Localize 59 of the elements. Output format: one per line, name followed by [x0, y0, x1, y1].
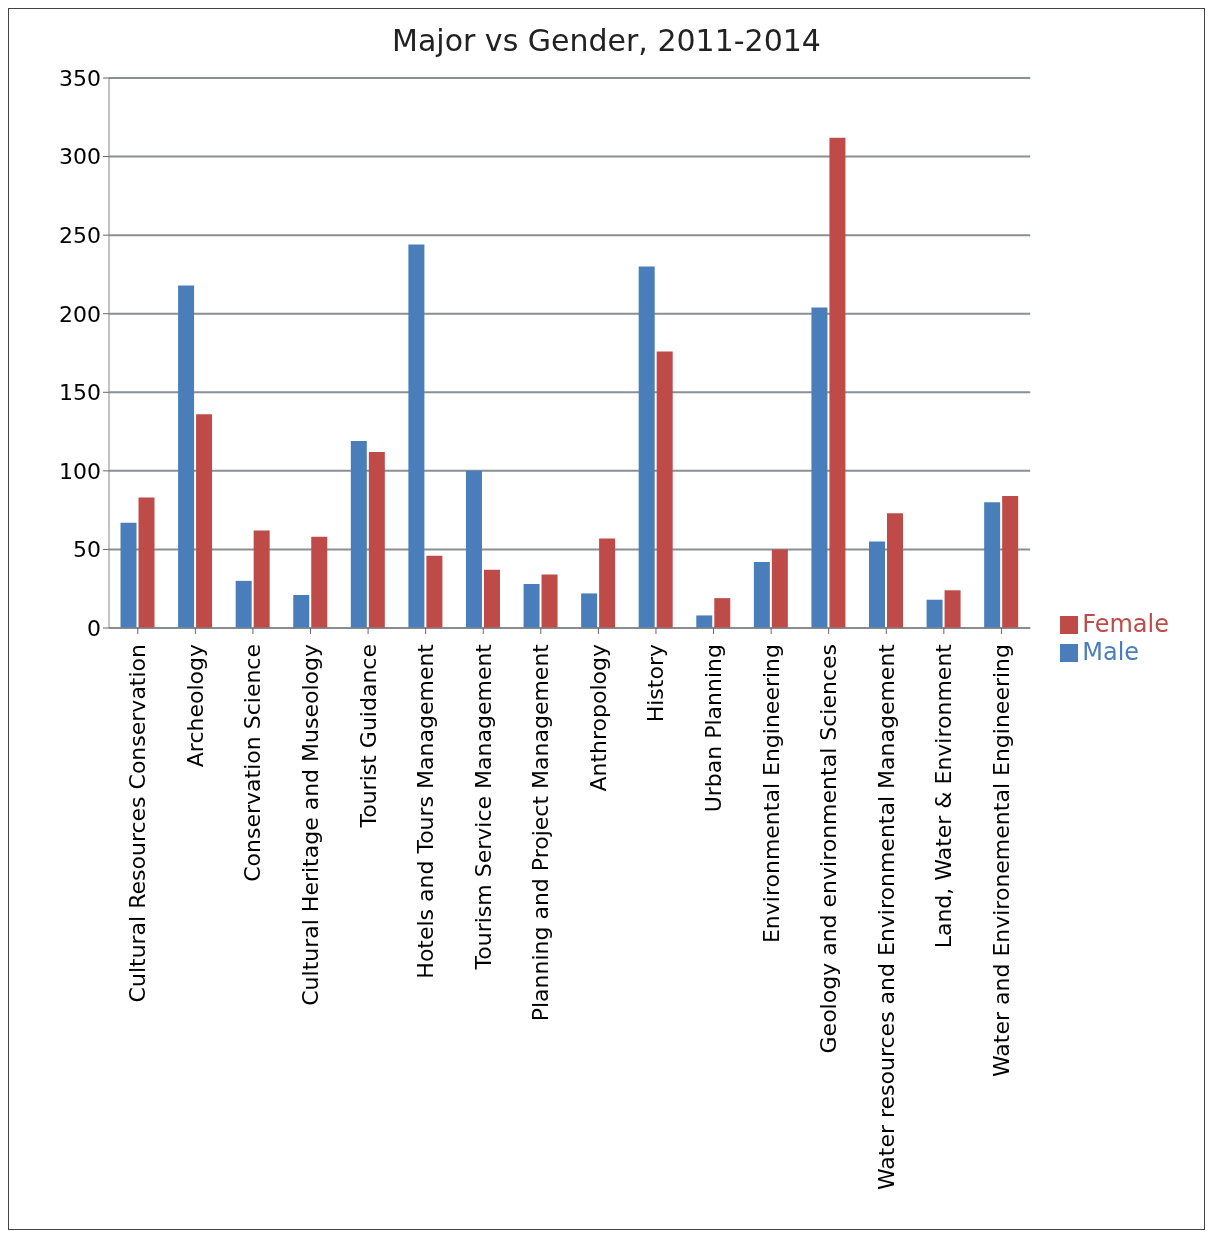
x-tick-label: Geology and environmental Sciences — [816, 644, 842, 1054]
x-tick-label: Planning and Project Management — [528, 643, 554, 1022]
chart-title: Major vs Gender, 2011-2014 — [391, 22, 822, 58]
bar — [523, 584, 540, 628]
y-tick-label: 300 — [59, 144, 101, 170]
x-tick-label: Water and Environemental Engineering — [988, 644, 1014, 1078]
bar — [811, 307, 828, 628]
bar — [311, 536, 328, 628]
bar — [869, 541, 886, 628]
y-tick-label: 100 — [59, 458, 101, 484]
legend-label: Female — [1082, 610, 1169, 638]
bar — [696, 615, 713, 628]
x-tick-label: Water resources and Environmental Management — [873, 643, 899, 1191]
bar — [541, 574, 558, 628]
bar — [771, 549, 788, 628]
x-tick-label: History — [643, 644, 669, 723]
x-tick-label: Cultural Resources Conservation — [125, 644, 151, 1003]
bar — [944, 590, 961, 628]
bar — [638, 266, 655, 628]
bar — [753, 562, 770, 628]
bar — [887, 513, 904, 628]
bar — [368, 452, 385, 628]
bar — [599, 538, 616, 628]
bar — [138, 497, 155, 628]
y-tick-label: 50 — [73, 537, 101, 563]
bar — [408, 244, 425, 628]
bar — [235, 580, 252, 628]
bar — [253, 530, 270, 628]
y-tick-label: 350 — [59, 65, 101, 91]
x-tick-label: Tourist Guidance — [355, 644, 381, 829]
x-tick-label: Environmental Engineering — [758, 644, 784, 944]
bar — [293, 595, 310, 628]
bar — [926, 599, 943, 628]
bar — [1002, 496, 1019, 628]
bar — [196, 414, 213, 628]
bar — [656, 351, 673, 628]
bar — [120, 522, 137, 628]
x-tick-label: Conservation Science — [240, 644, 266, 882]
x-tick-label: Tourism Service Management — [470, 643, 496, 971]
x-tick-label: Anthropology — [585, 644, 611, 792]
legend-label: Male — [1082, 638, 1140, 666]
y-tick-label: 0 — [87, 615, 101, 641]
bar — [581, 593, 598, 628]
y-tick-label: 250 — [59, 222, 101, 248]
bar — [178, 285, 195, 628]
bar — [984, 502, 1001, 628]
x-tick-label: Urban Planning — [701, 644, 727, 813]
bar — [829, 137, 846, 628]
bar — [483, 569, 500, 628]
y-tick-label: 200 — [59, 301, 101, 327]
x-tick-label: Cultural Heritage and Museology — [298, 644, 324, 1006]
bar — [426, 555, 443, 628]
x-tick-label: Land, Water & Environment — [931, 643, 957, 949]
x-tick-label: Archeology — [182, 644, 208, 768]
y-tick-label: 150 — [59, 380, 101, 406]
x-tick-label: Hotels and Tours Management — [413, 643, 439, 979]
bar — [714, 598, 731, 628]
bar — [350, 441, 367, 628]
bar — [465, 470, 482, 628]
